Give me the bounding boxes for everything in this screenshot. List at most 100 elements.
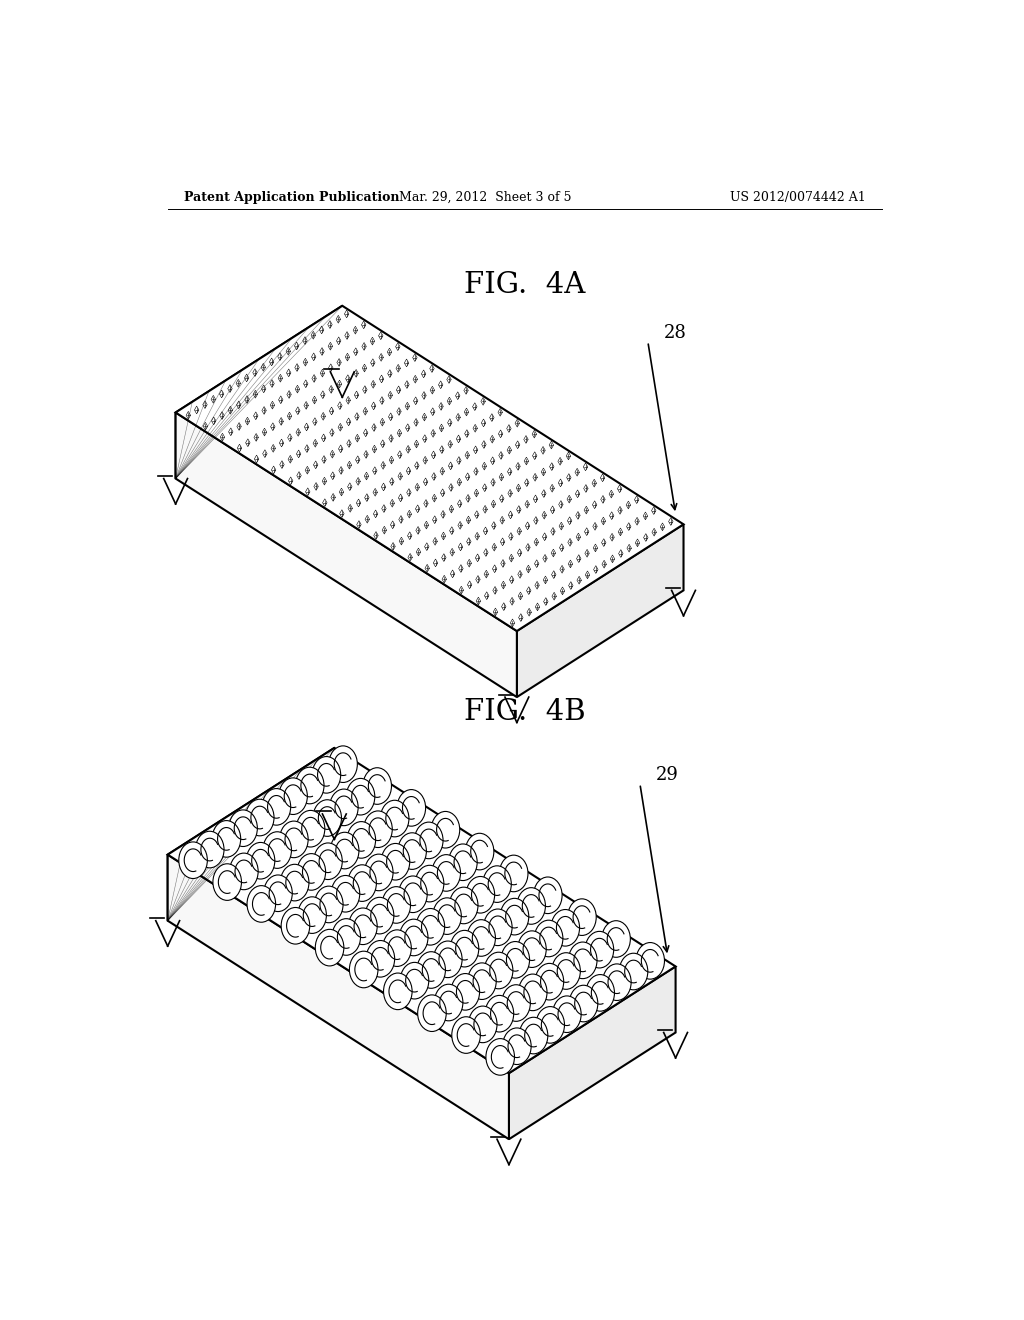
Circle shape (517, 887, 546, 924)
Circle shape (485, 995, 514, 1032)
Circle shape (247, 886, 275, 923)
Circle shape (418, 995, 446, 1031)
Circle shape (331, 833, 359, 869)
Circle shape (536, 964, 563, 1001)
Circle shape (502, 985, 530, 1022)
Circle shape (416, 866, 443, 902)
Circle shape (602, 964, 631, 1001)
Circle shape (279, 777, 307, 814)
Circle shape (397, 833, 426, 870)
Circle shape (482, 866, 511, 903)
Circle shape (536, 1007, 564, 1043)
Polygon shape (168, 748, 334, 921)
Circle shape (552, 953, 581, 989)
Circle shape (602, 921, 631, 957)
Text: FIG.  4B: FIG. 4B (464, 698, 586, 726)
Text: US 2012/0074442 A1: US 2012/0074442 A1 (730, 190, 866, 203)
Circle shape (348, 908, 377, 945)
Circle shape (586, 974, 614, 1011)
Circle shape (367, 941, 394, 977)
Polygon shape (176, 412, 517, 697)
Circle shape (364, 810, 392, 847)
Circle shape (467, 920, 496, 956)
Polygon shape (168, 748, 676, 1073)
Circle shape (433, 941, 462, 978)
Circle shape (553, 995, 582, 1032)
Circle shape (585, 932, 613, 968)
Circle shape (431, 812, 460, 847)
Circle shape (466, 876, 495, 913)
Circle shape (228, 810, 257, 846)
Polygon shape (509, 966, 676, 1139)
Circle shape (468, 962, 497, 999)
Circle shape (551, 909, 580, 946)
Text: Mar. 29, 2012  Sheet 3 of 5: Mar. 29, 2012 Sheet 3 of 5 (399, 190, 571, 203)
Circle shape (331, 875, 359, 912)
Polygon shape (176, 306, 342, 479)
Circle shape (500, 855, 528, 892)
Circle shape (382, 887, 411, 923)
Circle shape (569, 985, 598, 1022)
Circle shape (296, 810, 325, 847)
Circle shape (468, 1006, 497, 1043)
Circle shape (416, 908, 444, 945)
Circle shape (313, 800, 341, 837)
Circle shape (348, 865, 377, 902)
Circle shape (362, 768, 391, 804)
Circle shape (246, 842, 274, 879)
Circle shape (297, 854, 326, 890)
Circle shape (518, 931, 546, 968)
Circle shape (196, 832, 224, 867)
Circle shape (315, 929, 344, 966)
Circle shape (449, 843, 477, 880)
Circle shape (330, 789, 358, 826)
Text: FIG.  4A: FIG. 4A (464, 272, 586, 300)
Circle shape (518, 974, 547, 1011)
Circle shape (212, 821, 241, 857)
Circle shape (383, 929, 412, 966)
Polygon shape (176, 306, 684, 631)
Circle shape (282, 907, 309, 944)
Circle shape (397, 789, 426, 826)
Circle shape (213, 863, 242, 900)
Circle shape (246, 799, 274, 836)
Circle shape (432, 854, 461, 891)
Text: Patent Application Publication: Patent Application Publication (183, 190, 399, 203)
Circle shape (484, 952, 513, 989)
Polygon shape (517, 524, 684, 697)
Circle shape (399, 919, 428, 956)
Circle shape (519, 1018, 548, 1053)
Circle shape (452, 1016, 480, 1053)
Circle shape (433, 898, 462, 935)
Polygon shape (168, 854, 509, 1139)
Circle shape (465, 833, 494, 870)
Circle shape (314, 886, 343, 923)
Circle shape (636, 942, 665, 979)
Circle shape (346, 779, 375, 814)
Circle shape (415, 822, 443, 859)
Circle shape (483, 909, 512, 945)
Circle shape (262, 788, 291, 825)
Circle shape (280, 821, 308, 858)
Circle shape (400, 962, 429, 999)
Circle shape (229, 853, 258, 890)
Circle shape (568, 942, 597, 978)
Circle shape (296, 767, 324, 804)
Circle shape (332, 919, 360, 956)
Circle shape (451, 974, 479, 1010)
Circle shape (263, 832, 292, 869)
Circle shape (381, 843, 410, 880)
Circle shape (501, 941, 529, 978)
Circle shape (366, 898, 394, 935)
Circle shape (417, 952, 445, 989)
Circle shape (329, 746, 357, 783)
Circle shape (500, 899, 528, 935)
Circle shape (264, 875, 292, 912)
Circle shape (281, 865, 309, 900)
Circle shape (313, 843, 342, 879)
Circle shape (434, 985, 463, 1020)
Circle shape (384, 973, 412, 1010)
Circle shape (620, 953, 648, 990)
Circle shape (298, 896, 327, 933)
Circle shape (349, 952, 378, 987)
